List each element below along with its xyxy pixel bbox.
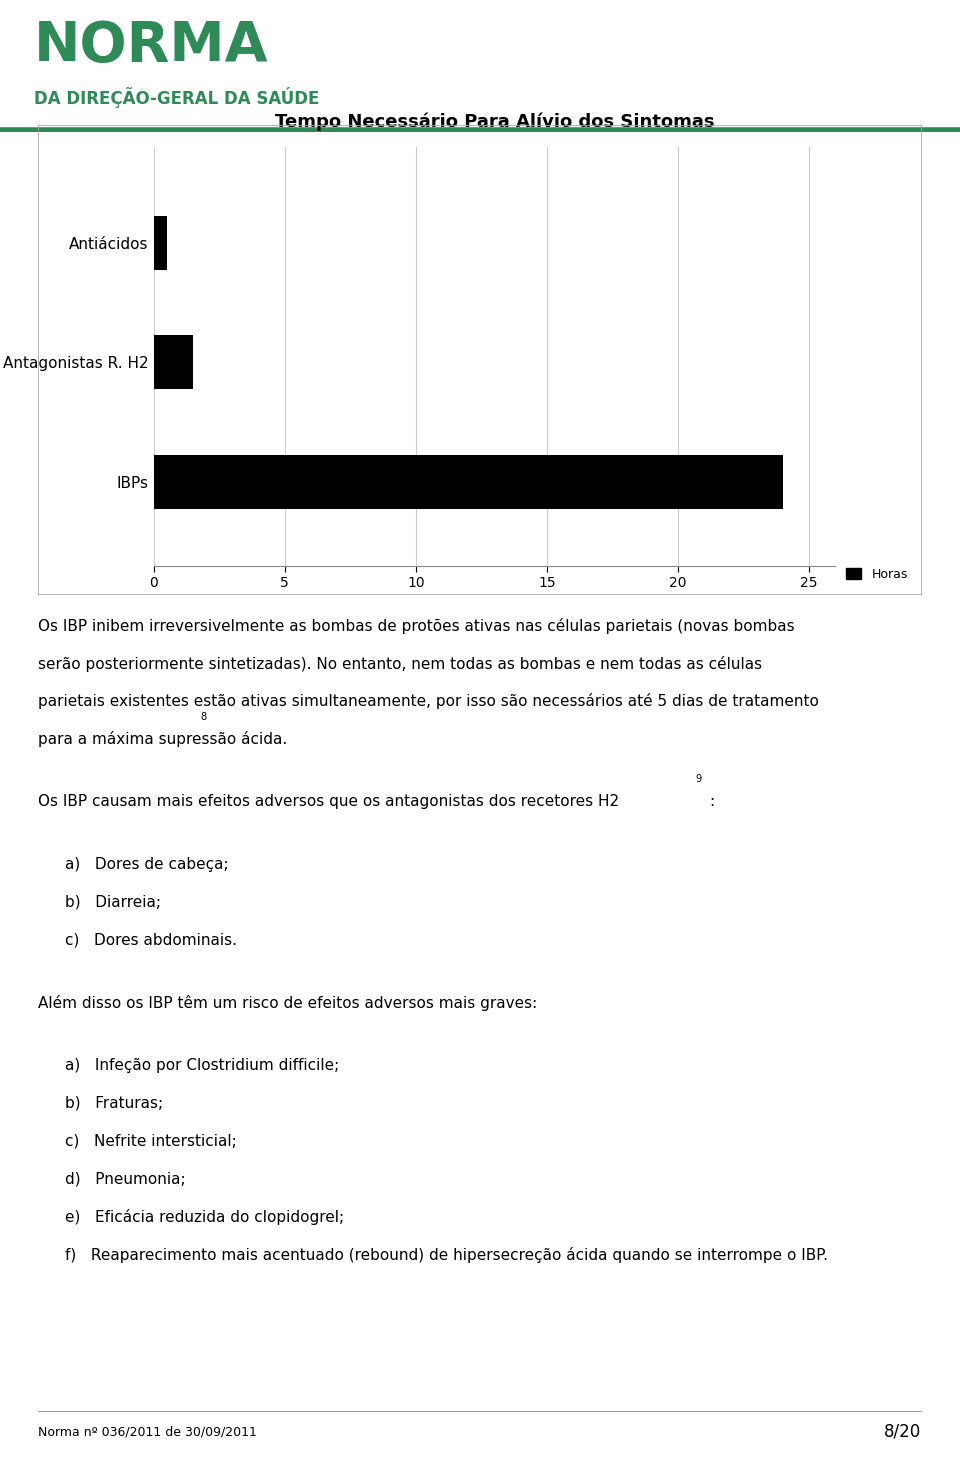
Text: NORMA: NORMA — [34, 19, 268, 73]
Text: parietais existentes estão ativas simultaneamente, por isso são necessários até : parietais existentes estão ativas simult… — [38, 693, 819, 710]
Text: Os IBP inibem irreversivelmente as bombas de protões ativas nas células parietai: Os IBP inibem irreversivelmente as bomba… — [38, 618, 795, 635]
Text: a)   Infeção por Clostridium difficile;: a) Infeção por Clostridium difficile; — [65, 1058, 339, 1074]
Text: d)   Pneumonia;: d) Pneumonia; — [65, 1171, 185, 1187]
Text: e)   Eficácia reduzida do clopidogrel;: e) Eficácia reduzida do clopidogrel; — [65, 1209, 344, 1225]
Text: :: : — [709, 795, 715, 809]
Text: 8/20: 8/20 — [884, 1422, 922, 1441]
Text: f)   Reaparecimento mais acentuado (rebound) de hipersecreção ácida quando se in: f) Reaparecimento mais acentuado (reboun… — [65, 1247, 828, 1263]
Text: Os IBP causam mais efeitos adversos que os antagonistas dos recetores H2: Os IBP causam mais efeitos adversos que … — [38, 795, 619, 809]
Text: b)   Diarreia;: b) Diarreia; — [65, 895, 161, 909]
Text: para a máxima supressão ácida.: para a máxima supressão ácida. — [38, 732, 288, 748]
Text: c)   Nefrite intersticial;: c) Nefrite intersticial; — [65, 1134, 237, 1149]
Text: DA DIREÇÃO-GERAL DA SAÚDE: DA DIREÇÃO-GERAL DA SAÚDE — [34, 88, 319, 109]
Title: Tempo Necessário Para Alívio dos Sintomas: Tempo Necessário Para Alívio dos Sintoma… — [275, 113, 714, 131]
Legend: Horas: Horas — [842, 563, 913, 586]
Text: Norma nº 036/2011 de 30/09/2011: Norma nº 036/2011 de 30/09/2011 — [38, 1425, 257, 1438]
Text: a)   Dores de cabeça;: a) Dores de cabeça; — [65, 856, 228, 873]
Text: Além disso os IBP têm um risco de efeitos adversos mais graves:: Além disso os IBP têm um risco de efeito… — [38, 996, 538, 1011]
Bar — [154, 455, 782, 508]
Text: c)   Dores abdominais.: c) Dores abdominais. — [65, 933, 237, 948]
Bar — [154, 216, 167, 269]
Text: serão posteriormente sintetizadas). No entanto, nem todas as bombas e nem todas : serão posteriormente sintetizadas). No e… — [38, 655, 762, 671]
Text: 8: 8 — [200, 711, 206, 721]
Text: 9: 9 — [695, 774, 702, 784]
Text: b)   Fraturas;: b) Fraturas; — [65, 1096, 163, 1111]
Bar — [154, 335, 193, 389]
